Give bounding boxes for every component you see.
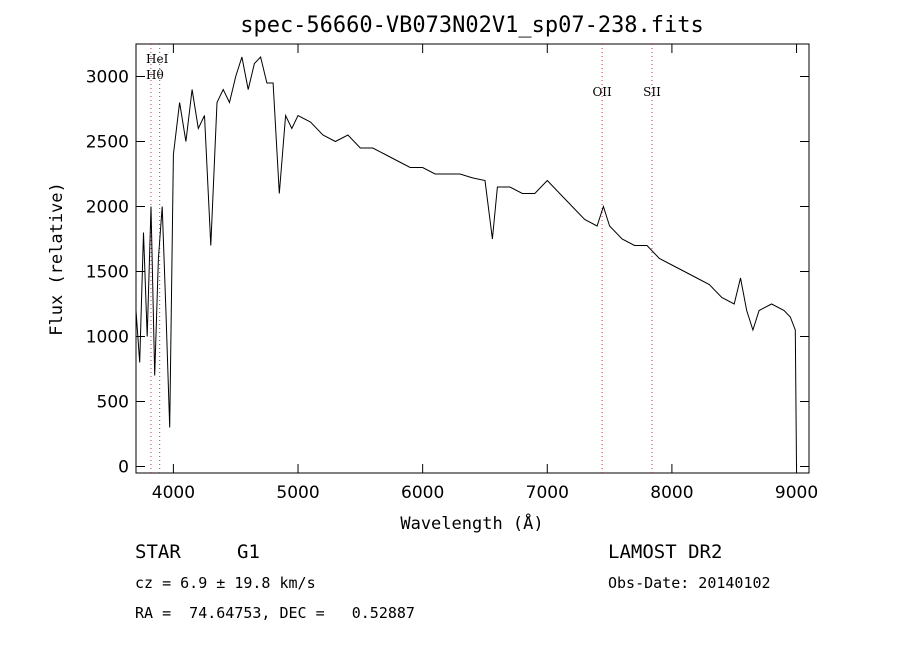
x-tick-label: 8000: [650, 483, 693, 503]
x-tick-label: 4000: [152, 483, 195, 503]
axis-ticks: 4000 5000 6000 7000 8000 9000 0 500 1000 1500 2000…: [86, 44, 818, 503]
y-axis-label: Flux (relative): [47, 182, 67, 336]
series-group: [135, 55, 797, 467]
y-tick-label: 1000: [86, 328, 129, 348]
line-marker-label: OII: [592, 85, 612, 99]
chart-title: spec-56660-VB073N02V1_sp07-238.fits: [240, 13, 704, 38]
x-tick-label: 9000: [775, 483, 818, 503]
y-tick-label: 2500: [86, 133, 129, 153]
x-tick-label: 6000: [401, 483, 444, 503]
line-markers: HeI Hθ OII SII: [146, 44, 661, 473]
subclass-label: G1: [237, 541, 260, 563]
line-marker-label: SII: [643, 85, 661, 99]
line-marker-label: Hθ: [146, 68, 164, 82]
plot-frame: [135, 43, 810, 474]
y-tick-label: 500: [97, 393, 129, 413]
spectrum-line: [135, 55, 797, 467]
y-tick-label: 3000: [86, 68, 129, 88]
coords-text: RA = 74.64753, DEC = 0.52887: [135, 604, 415, 622]
y-tick-label: 1500: [86, 263, 129, 283]
x-tick-label: 7000: [526, 483, 569, 503]
y-tick-label: 2000: [86, 198, 129, 218]
line-marker-label: HeI: [146, 52, 169, 66]
x-axis-label: Wavelength (Å): [400, 512, 543, 534]
redshift-text: cz = 6.9 ± 19.8 km/s: [135, 574, 316, 592]
class-label: STAR: [135, 541, 181, 563]
survey-label: LAMOST DR2: [608, 541, 723, 563]
y-tick-label: 0: [118, 458, 129, 478]
obs-date-text: Obs-Date: 20140102: [608, 574, 771, 592]
x-tick-label: 5000: [276, 483, 319, 503]
